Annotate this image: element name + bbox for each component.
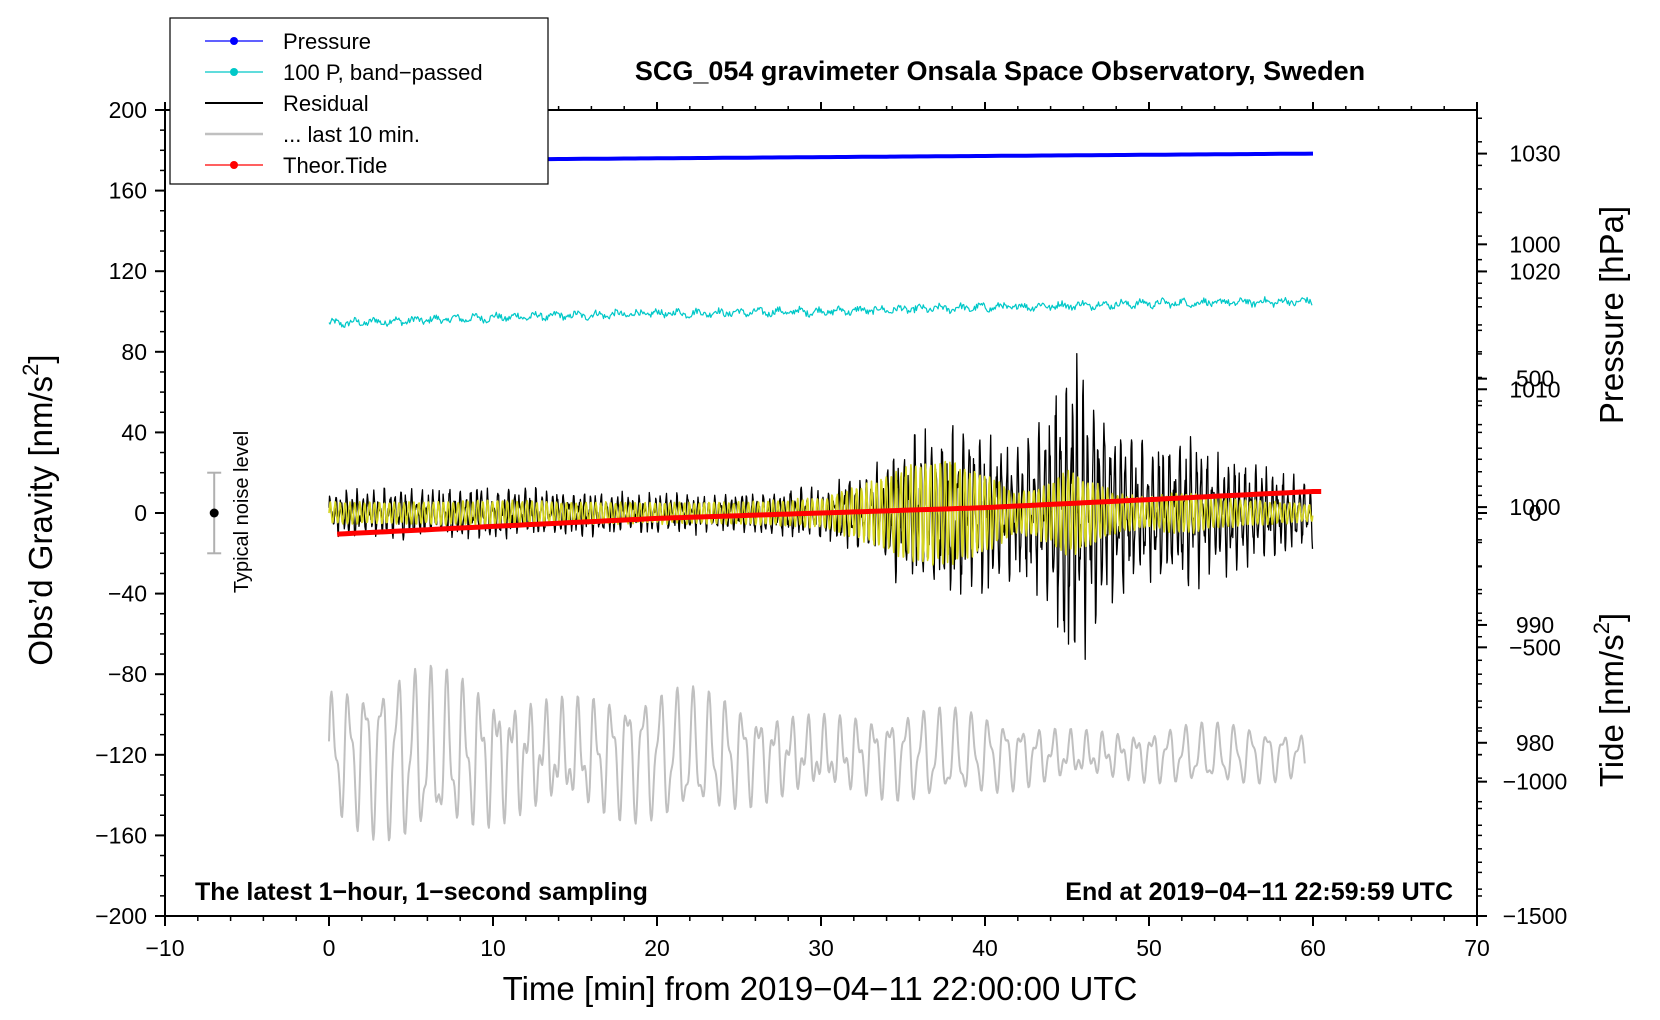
noise-label: Typical noise level — [231, 431, 253, 593]
typical-noise-indicator: Typical noise level — [207, 431, 253, 593]
x-tick-label: −10 — [145, 935, 184, 961]
pressure-tick-label: 1000 — [1509, 494, 1560, 520]
y-axis-title-text: Obs’d Gravity [nm/s — [22, 376, 59, 666]
y-axis-title-end: ] — [22, 354, 59, 363]
x-tick-label: 10 — [480, 935, 506, 961]
tide-axis-title-sup: 2 — [1589, 622, 1614, 634]
chart-title: SCG_054 gravimeter Onsala Space Observat… — [635, 56, 1365, 86]
legend-label: 100 P, band−passed — [283, 60, 483, 85]
tide-tick-label: 0 — [1529, 500, 1542, 526]
tide-tick-label: 500 — [1516, 366, 1554, 392]
y-axis-ticks: −200 −160 −120 −80 −40 0 40 80 120 160 200 — [95, 97, 165, 929]
axes: −10 0 10 20 30 40 50 60 70 −200−160−120−80−40040… — [95, 97, 1567, 961]
tide-tick-label: −1500 — [1503, 903, 1568, 929]
pressure-tick-label: 1030 — [1509, 141, 1560, 167]
x-axis-title: Time [min] from 2019−04−11 22:00:00 UTC — [503, 970, 1138, 1007]
legend-label: Residual — [283, 91, 369, 116]
pressure-axis-title: Pressure [hPa] — [1593, 206, 1630, 424]
tide-axis-title-text: Tide [nm/s — [1593, 634, 1630, 787]
tide-axis-ticks: −1500 −1000 −500 0 500 1000 — [1477, 231, 1567, 929]
tide-axis-title: Tide [nm/s2] — [1589, 613, 1630, 787]
y-tick-label: −120 — [95, 742, 147, 768]
y-tick-label: 200 — [109, 97, 147, 123]
legend-box — [169, 17, 549, 185]
x-tick-label: 20 — [644, 935, 670, 961]
sampling-note: The latest 1−hour, 1−second sampling — [195, 878, 648, 906]
pressure-tick-label: 980 — [1516, 730, 1554, 756]
x-tick-label: 0 — [323, 935, 336, 961]
legend: Pressure 100 P, band−passed Residual ... la… — [169, 17, 549, 185]
y-tick-label: −160 — [95, 822, 147, 848]
legend-label: Pressure — [283, 29, 371, 54]
tide-tick-label: −500 — [1509, 634, 1561, 660]
y-tick-label: 40 — [121, 419, 147, 445]
y-axis-title-sup: 2 — [18, 364, 43, 376]
legend-items: Pressure 100 P, band−passed Residual ... la… — [205, 29, 483, 178]
end-time-note: End at 2019−04−11 22:59:59 UTC — [1065, 878, 1453, 906]
y-tick-label: −80 — [108, 661, 147, 687]
x-tick-label: 70 — [1464, 935, 1490, 961]
legend-label: ... last 10 min. — [283, 122, 420, 147]
pressure-tick-label: 1010 — [1509, 376, 1560, 402]
x-tick-label: 60 — [1300, 935, 1326, 961]
noise-center-dot — [209, 508, 219, 518]
pressure-tick-label: 1020 — [1509, 258, 1560, 284]
tide-axis-title-end: ] — [1593, 613, 1630, 622]
legend-marker — [230, 68, 238, 76]
y-tick-label: 160 — [109, 178, 147, 204]
legend-marker — [230, 161, 238, 169]
tide-tick-label: −1000 — [1503, 769, 1568, 795]
last-10-min-line — [328, 664, 1306, 842]
y-tick-label: −200 — [95, 903, 147, 929]
x-tick-label: 30 — [808, 935, 834, 961]
y-tick-label: −40 — [108, 581, 147, 607]
legend-marker — [230, 37, 238, 45]
pressure-tick-label: 990 — [1516, 612, 1554, 638]
band-passed-pressure-line — [328, 296, 1313, 328]
y-tick-label: 80 — [121, 339, 147, 365]
theoretical-tide-line — [337, 489, 1322, 537]
y-tick-label: 0 — [134, 500, 147, 526]
x-tick-label: 40 — [972, 935, 998, 961]
y-axis-title: Obs’d Gravity [nm/s2] — [18, 354, 59, 665]
pressure-axis-ticks: 980 990 1000 1010 1020 1030 — [1477, 117, 1561, 897]
legend-label: Theor.Tide — [283, 153, 387, 178]
y-tick-label: 120 — [109, 258, 147, 284]
tide-tick-label: 1000 — [1509, 231, 1560, 257]
x-tick-label: 50 — [1136, 935, 1162, 961]
